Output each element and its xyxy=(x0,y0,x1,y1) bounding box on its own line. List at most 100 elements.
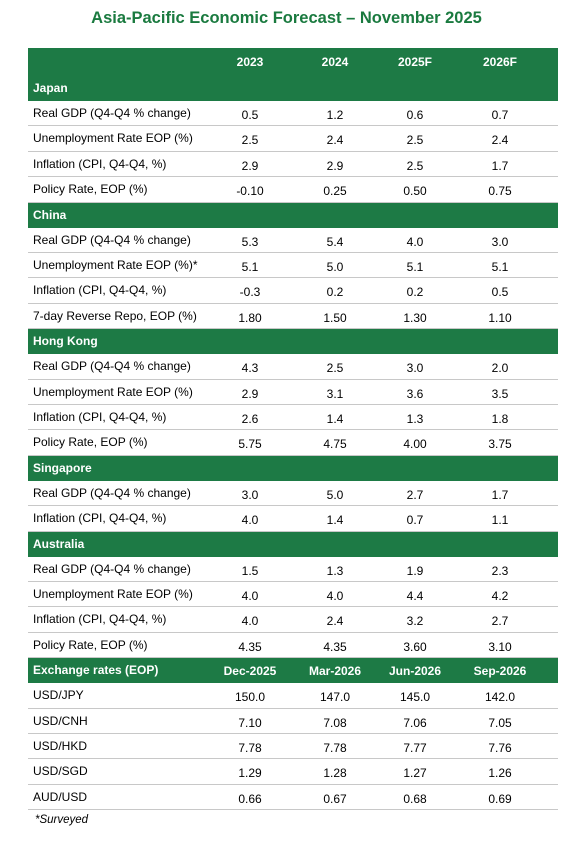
cell-value: 5.1 xyxy=(491,260,509,274)
column-header: Dec-2025 xyxy=(223,663,277,678)
row-label: Real GDP (Q4-Q4 % change) xyxy=(33,485,191,500)
cell-value: 4.0 xyxy=(326,589,344,603)
cell-value: 0.69 xyxy=(488,791,512,806)
cell-value: 3.2 xyxy=(406,614,424,629)
cell-value: 5.1 xyxy=(241,260,259,274)
cell-value: 1.7 xyxy=(491,158,509,173)
cell-value: 1.27 xyxy=(403,766,427,781)
section-header xyxy=(28,531,558,557)
cell-value: -0.3 xyxy=(239,285,261,300)
cell-value: 2.5 xyxy=(406,133,424,148)
row-divider xyxy=(28,429,558,431)
row-divider xyxy=(28,657,558,659)
cell-value: 142.0 xyxy=(484,690,516,705)
cell-value: 1.4 xyxy=(326,412,344,426)
row-divider xyxy=(28,606,558,608)
column-header: 2023 xyxy=(236,55,264,69)
cell-value: 0.75 xyxy=(488,184,512,199)
cell-value: 1.1 xyxy=(491,513,509,528)
cell-value: 7.10 xyxy=(238,715,262,730)
cell-value: 4.4 xyxy=(406,589,424,603)
cell-value: 0.2 xyxy=(406,285,424,300)
row-divider xyxy=(28,758,558,760)
cell-value: 2.5 xyxy=(241,133,259,148)
row-label: Real GDP (Q4-Q4 % change) xyxy=(33,232,191,247)
cell-value: 0.5 xyxy=(491,285,509,300)
cell-value: 4.2 xyxy=(491,589,509,603)
cell-value: 1.5 xyxy=(241,563,259,578)
cell-value: 7.06 xyxy=(403,715,427,730)
row-divider xyxy=(28,454,558,456)
cell-value: 4.0 xyxy=(241,614,259,629)
cell-value: 2.9 xyxy=(241,386,259,401)
cell-value: 2.0 xyxy=(491,361,509,376)
row-divider xyxy=(28,328,558,330)
row-divider xyxy=(28,631,558,633)
cell-value: 1.50 xyxy=(323,310,347,325)
cell-value: 3.75 xyxy=(488,437,512,452)
cell-value: 2.5 xyxy=(406,158,424,173)
cell-value: 1.9 xyxy=(406,563,424,578)
cell-value: 2.9 xyxy=(326,158,344,173)
row-divider xyxy=(28,783,558,785)
row-label: Inflation (CPI, Q4-Q4, %) xyxy=(33,156,167,171)
cell-value: 5.1 xyxy=(406,260,424,274)
row-divider xyxy=(28,404,558,405)
cell-value: 0.7 xyxy=(406,513,424,528)
cell-value: 7.77 xyxy=(403,741,427,755)
row-divider xyxy=(28,201,558,203)
section-header xyxy=(28,202,558,228)
row-label: USD/HKD xyxy=(33,739,88,753)
footnote: *Surveyed xyxy=(35,814,89,826)
cell-value: 0.25 xyxy=(323,184,347,199)
row-divider xyxy=(28,707,558,709)
cell-value: 2.7 xyxy=(406,487,424,502)
column-header: 2025F xyxy=(397,55,433,69)
cell-value: 1.8 xyxy=(491,412,509,426)
cell-value: 3.0 xyxy=(406,361,424,376)
cell-value: 3.5 xyxy=(491,386,509,401)
row-label: Unemployment Rate EOP (%) xyxy=(33,384,193,399)
cell-value: 7.08 xyxy=(323,715,347,730)
row-divider xyxy=(28,733,558,734)
row-label: Inflation (CPI, Q4-Q4, %) xyxy=(33,511,167,526)
cell-value: 5.3 xyxy=(241,234,259,249)
row-label: 7-day Reverse Repo, EOP (%) xyxy=(33,308,197,323)
cell-value: 0.5 xyxy=(241,108,259,122)
cell-value: 3.60 xyxy=(403,639,427,654)
cell-value: 3.0 xyxy=(491,234,509,249)
cell-value: 4.35 xyxy=(323,639,347,654)
row-label: Inflation (CPI, Q4-Q4, %) xyxy=(33,612,167,627)
cell-value: 4.00 xyxy=(403,437,427,452)
row-divider xyxy=(28,302,558,304)
section-name: Australia xyxy=(33,536,85,551)
section-name: China xyxy=(33,207,67,222)
cell-value: 1.3 xyxy=(326,563,344,578)
cell-value: 4.0 xyxy=(241,513,259,528)
cell-value: 0.50 xyxy=(403,184,427,199)
cell-value: 2.6 xyxy=(241,412,259,426)
cell-value: 0.2 xyxy=(326,285,344,300)
row-label: Inflation (CPI, Q4-Q4, %) xyxy=(33,410,167,424)
cell-value: 4.35 xyxy=(238,639,262,654)
row-divider xyxy=(28,252,558,253)
row-divider xyxy=(28,150,558,152)
cell-value: 4.0 xyxy=(406,234,424,249)
row-label: Real GDP (Q4-Q4 % change) xyxy=(33,359,191,374)
column-header: Sep-2026 xyxy=(473,663,527,678)
cell-value: 1.30 xyxy=(403,310,427,325)
cell-value: 1.26 xyxy=(488,766,512,781)
row-label: Policy Rate, EOP (%) xyxy=(33,182,148,197)
title: Asia-Pacific Economic Forecast – Novembe… xyxy=(91,9,482,27)
section-header xyxy=(28,76,558,101)
cell-value: 7.78 xyxy=(323,741,347,755)
cell-value: 3.10 xyxy=(488,639,512,654)
cell-value: 3.1 xyxy=(326,386,344,401)
cell-value: 3.6 xyxy=(406,386,424,401)
cell-value: 0.67 xyxy=(323,791,347,806)
row-divider xyxy=(28,378,558,380)
row-divider xyxy=(28,530,558,532)
cell-value: 145.0 xyxy=(399,690,431,705)
row-divider xyxy=(28,277,558,279)
cell-value: 2.3 xyxy=(491,563,509,578)
